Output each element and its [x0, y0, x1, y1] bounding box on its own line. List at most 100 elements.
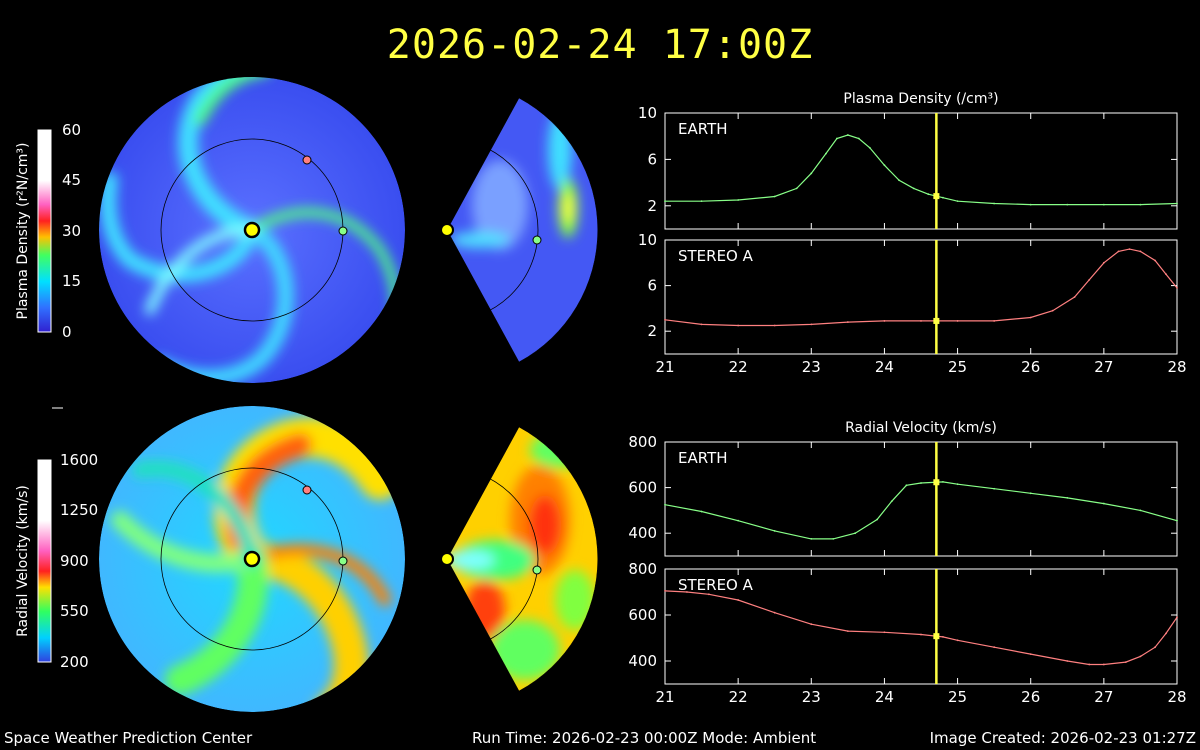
data-point: [1088, 663, 1091, 666]
x-tick-label: 23: [802, 358, 821, 376]
data-point: [854, 532, 857, 535]
data-point: [1124, 661, 1127, 664]
data-point: [920, 633, 922, 636]
panel-frame: [664, 239, 1178, 355]
page-title: 2026-02-24 17:00Z: [386, 22, 814, 68]
data-point: [920, 482, 922, 484]
y-tick-label: 2: [647, 322, 657, 340]
data-point: [1139, 509, 1142, 512]
x-tick-label: 27: [1094, 358, 1113, 376]
data-point: [1066, 660, 1069, 662]
data-point: [700, 510, 703, 513]
data-point: [1117, 250, 1120, 253]
data-point: [773, 324, 776, 327]
data-point: [883, 320, 886, 322]
data-point: [1088, 279, 1091, 281]
x-tick-label: 22: [729, 358, 748, 376]
data-point: [773, 195, 776, 198]
data-point: [1176, 286, 1178, 289]
data-point: [773, 530, 776, 532]
earth-orbit-arc: [447, 467, 539, 651]
y-tick-label: 600: [628, 479, 657, 497]
data-point: [810, 323, 813, 326]
data-point: [1102, 502, 1105, 505]
data-point: [1154, 646, 1156, 649]
panel-frame: [664, 568, 1178, 685]
data-point: [1066, 203, 1069, 206]
footer-image-created: Image Created: 2026-02-23 01:27Z: [929, 729, 1196, 747]
x-tick-label: 24: [875, 358, 894, 376]
colorbar-tick: 1250: [60, 501, 98, 519]
density-equatorial-map: [99, 77, 405, 383]
data-point: [1139, 203, 1142, 206]
data-point: [883, 164, 886, 167]
colorbar-tick: 30: [62, 222, 81, 240]
panel-series-name: STEREO A: [678, 247, 754, 265]
data-point: [1154, 259, 1156, 262]
colorbar-tick: 200: [60, 653, 89, 671]
x-tick-label: 22: [729, 688, 748, 706]
data-point: [912, 187, 915, 190]
data-point: [1029, 492, 1032, 495]
data-point: [890, 500, 893, 503]
data-point: [846, 630, 849, 632]
data-point: [700, 323, 703, 326]
velocity-timeseries-chart: Radial Velocity (km/s) 400 600 800 EARTH 400 6…: [628, 420, 1186, 706]
data-point: [1102, 663, 1105, 666]
panel-frame: [664, 112, 1178, 230]
colorbar-tick: 60: [62, 121, 81, 139]
data-point: [883, 631, 886, 634]
data-point: [832, 538, 835, 540]
x-tick-label: 21: [655, 688, 674, 706]
data-point: [835, 137, 838, 140]
data-point: [942, 196, 944, 199]
footer-run-info: Run Time: 2026-02-23 00:00Z Mode: Ambien…: [472, 729, 817, 747]
data-point: [825, 152, 827, 155]
current-value-marker: [933, 633, 940, 640]
data-point: [956, 200, 959, 203]
x-tick-label: 28: [1167, 688, 1186, 706]
data-point: [686, 591, 688, 593]
panel-frame: [664, 441, 1178, 557]
sun-marker: [440, 223, 454, 237]
data-point: [810, 623, 813, 626]
colorbar-tick: 550: [60, 602, 89, 620]
data-point: [927, 193, 930, 196]
colorbar-label: Radial Velocity (km/s): [15, 485, 31, 637]
data-point: [737, 324, 740, 327]
data-point: [920, 320, 922, 322]
y-tick-label: 6: [647, 277, 657, 295]
y-tick-label: 6: [647, 150, 657, 168]
data-point: [1165, 632, 1167, 635]
data-point: [846, 321, 849, 323]
earth-marker: [532, 565, 542, 575]
x-tick-label: 21: [655, 358, 674, 376]
data-point: [993, 646, 996, 649]
colorbar-tick: 1600: [60, 451, 98, 469]
data-point: [1073, 296, 1076, 298]
data-point: [737, 519, 740, 522]
colorbar-label: Plasma Density (r²N/cm³): [15, 143, 31, 320]
x-tick-label: 26: [1021, 358, 1040, 376]
data-point: [993, 487, 996, 490]
earth-marker: [338, 226, 348, 236]
colorbar-tick: 0: [62, 323, 72, 341]
series-line: [665, 134, 1178, 206]
y-tick-label: 800: [628, 433, 657, 451]
data-point: [1176, 202, 1178, 205]
data-point: [993, 320, 996, 322]
data-point: [1029, 316, 1032, 319]
density-colorbar: Plasma Density (r²N/cm³) 60 45 30 15 0: [15, 121, 81, 341]
earth-marker: [532, 235, 542, 245]
data-point: [857, 137, 860, 140]
y-tick-label: 400: [628, 524, 657, 542]
y-tick-label: 400: [628, 652, 657, 670]
data-point: [664, 589, 666, 592]
data-point: [846, 134, 849, 136]
data-point: [942, 635, 944, 638]
data-point: [664, 503, 666, 506]
colorbar-tick: 900: [60, 552, 89, 570]
footer-organization: Space Weather Prediction Center: [4, 729, 253, 747]
data-point: [1029, 203, 1032, 206]
data-point: [1066, 496, 1069, 499]
